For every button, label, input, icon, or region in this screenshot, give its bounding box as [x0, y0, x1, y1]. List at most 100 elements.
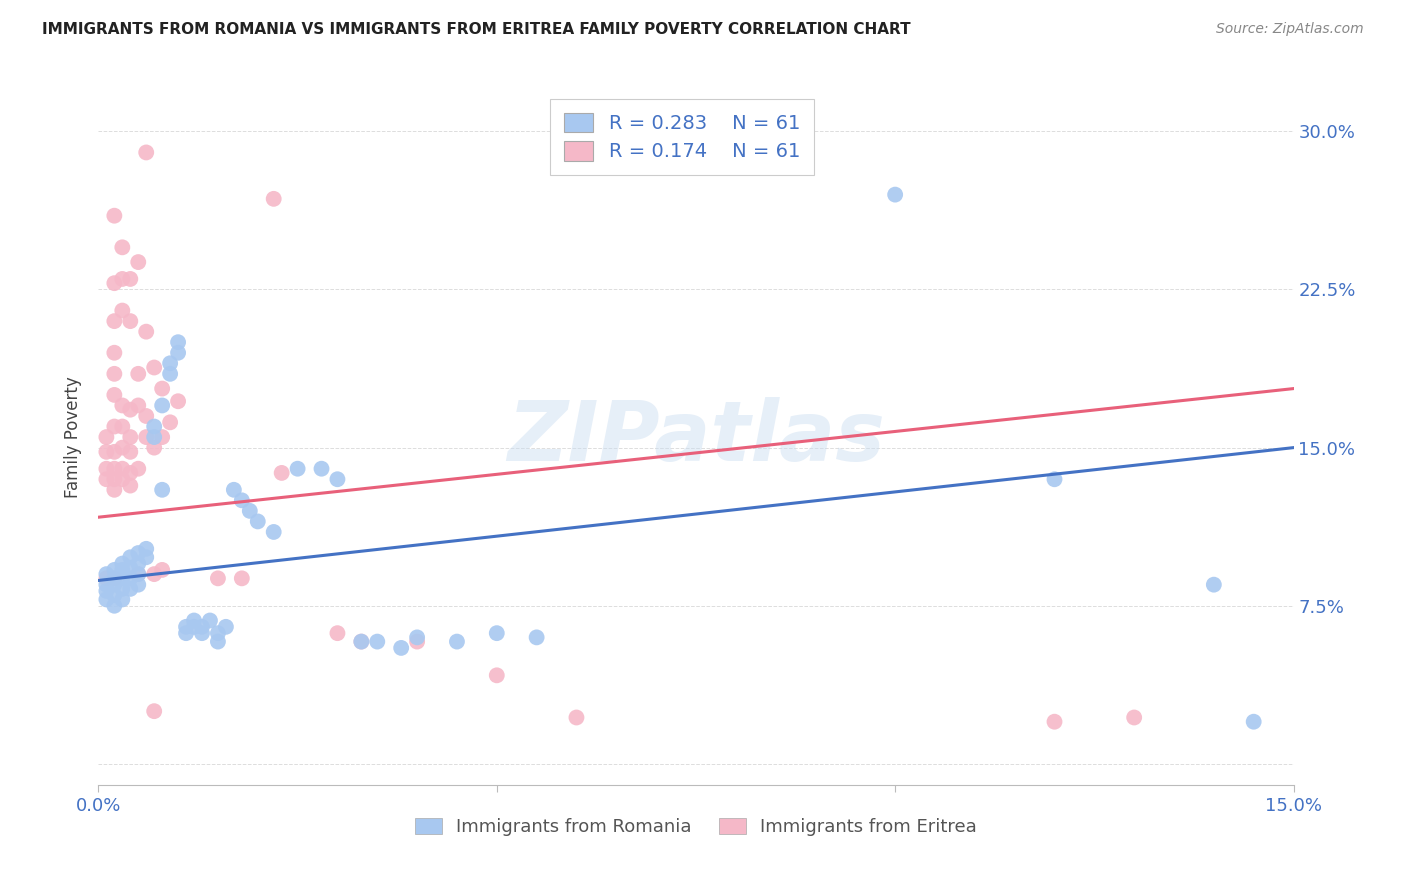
Point — [103, 563, 125, 577]
Point — [96, 571, 118, 585]
Point — [1243, 714, 1265, 729]
Point — [150, 430, 173, 444]
Point — [111, 592, 134, 607]
Point — [127, 567, 149, 582]
Point — [96, 567, 118, 582]
Point — [167, 335, 190, 350]
Point — [350, 634, 373, 648]
Point — [111, 582, 134, 596]
Point — [326, 472, 349, 486]
Point — [120, 402, 142, 417]
Point — [191, 620, 214, 634]
Point — [143, 430, 166, 444]
Point — [446, 634, 468, 648]
Point — [143, 441, 166, 455]
Point — [246, 515, 269, 529]
Legend: Immigrants from Romania, Immigrants from Eritrea: Immigrants from Romania, Immigrants from… — [406, 809, 986, 846]
Point — [191, 626, 214, 640]
Point — [270, 466, 292, 480]
Point — [222, 483, 245, 497]
Point — [174, 620, 197, 634]
Point — [103, 445, 125, 459]
Point — [111, 461, 134, 475]
Point — [111, 399, 134, 413]
Point — [120, 430, 142, 444]
Point — [263, 192, 285, 206]
Point — [884, 187, 907, 202]
Point — [111, 441, 134, 455]
Point — [127, 255, 149, 269]
Point — [565, 710, 588, 724]
Point — [103, 577, 125, 591]
Point — [135, 145, 157, 160]
Point — [135, 550, 157, 565]
Point — [143, 567, 166, 582]
Point — [120, 314, 142, 328]
Point — [120, 582, 142, 596]
Point — [120, 571, 142, 585]
Point — [485, 668, 508, 682]
Point — [127, 399, 149, 413]
Point — [135, 541, 157, 556]
Text: ZIPatlas: ZIPatlas — [508, 397, 884, 477]
Point — [135, 409, 157, 423]
Point — [111, 557, 134, 571]
Point — [231, 571, 253, 585]
Point — [96, 472, 118, 486]
Point — [150, 563, 173, 577]
Point — [103, 461, 125, 475]
Text: IMMIGRANTS FROM ROMANIA VS IMMIGRANTS FROM ERITREA FAMILY POVERTY CORRELATION CH: IMMIGRANTS FROM ROMANIA VS IMMIGRANTS FR… — [42, 22, 911, 37]
Point — [287, 461, 309, 475]
Point — [111, 419, 134, 434]
Point — [1123, 710, 1146, 724]
Point — [159, 367, 181, 381]
Point — [350, 634, 373, 648]
Point — [1202, 577, 1225, 591]
Point — [263, 524, 285, 539]
Point — [103, 314, 125, 328]
Point — [120, 272, 142, 286]
Point — [207, 626, 229, 640]
Point — [207, 571, 229, 585]
Point — [96, 430, 118, 444]
Point — [103, 588, 125, 602]
Point — [389, 640, 412, 655]
Point — [406, 634, 429, 648]
Point — [159, 415, 181, 429]
Point — [103, 345, 125, 359]
Point — [103, 209, 125, 223]
Point — [96, 592, 118, 607]
Text: Source: ZipAtlas.com: Source: ZipAtlas.com — [1216, 22, 1364, 37]
Point — [120, 466, 142, 480]
Point — [143, 419, 166, 434]
Point — [135, 430, 157, 444]
Point — [183, 620, 205, 634]
Point — [103, 367, 125, 381]
Point — [150, 399, 173, 413]
Point — [120, 561, 142, 575]
Point — [526, 631, 548, 645]
Point — [231, 493, 253, 508]
Point — [96, 577, 118, 591]
Point — [366, 634, 388, 648]
Point — [215, 620, 238, 634]
Point — [103, 599, 125, 613]
Point — [1043, 714, 1066, 729]
Point — [207, 634, 229, 648]
Point — [103, 571, 125, 585]
Point — [135, 325, 157, 339]
Point — [111, 303, 134, 318]
Point — [111, 472, 134, 486]
Point — [120, 445, 142, 459]
Point — [111, 571, 134, 585]
Point — [1043, 472, 1066, 486]
Point — [120, 478, 142, 492]
Point — [103, 276, 125, 290]
Point — [111, 563, 134, 577]
Point — [103, 388, 125, 402]
Y-axis label: Family Poverty: Family Poverty — [65, 376, 83, 498]
Point — [167, 394, 190, 409]
Point — [96, 445, 118, 459]
Point — [143, 360, 166, 375]
Point — [111, 272, 134, 286]
